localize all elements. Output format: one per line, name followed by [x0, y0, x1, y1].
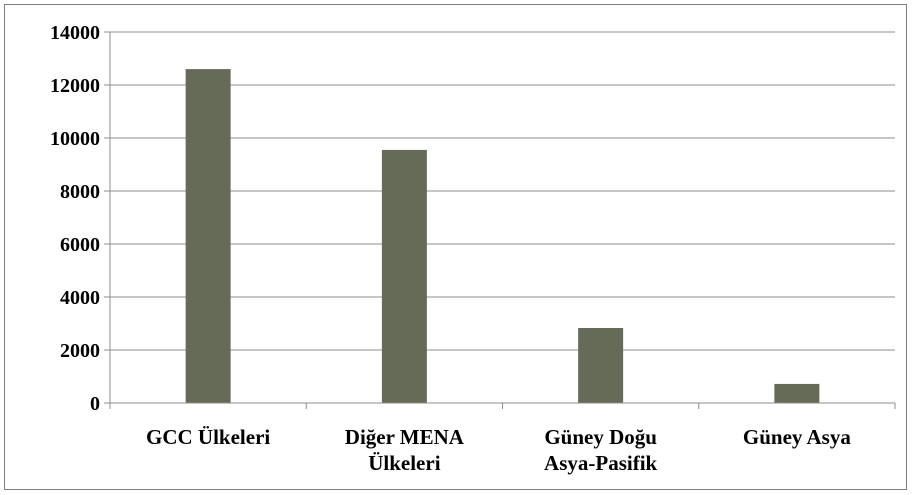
x-category-label: GCC Ülkeleri [146, 425, 270, 449]
y-tick-labels: 0 2000 4000 6000 8000 10000 12000 14000 [50, 22, 100, 415]
bar [774, 383, 820, 403]
bar [578, 328, 624, 403]
bars [185, 69, 820, 403]
y-tick-label: 8000 [60, 181, 100, 203]
y-tick-label: 2000 [60, 340, 100, 362]
bar [381, 149, 427, 403]
y-tick-label: 0 [90, 393, 100, 415]
gridlines [110, 31, 895, 351]
y-tick-label: 6000 [60, 234, 100, 256]
y-tick-label: 4000 [60, 287, 100, 309]
axes [104, 31, 896, 409]
x-category-label: Diğer MENA Ülkeleri [345, 425, 465, 475]
x-category-label: Güney Doğu Asya-Pasifik [544, 425, 657, 475]
bar [185, 69, 231, 403]
x-category-label: Güney Asya [743, 425, 851, 449]
y-tick-label: 12000 [50, 75, 100, 97]
y-tick-label: 14000 [50, 22, 100, 44]
y-tick-label: 10000 [50, 128, 100, 150]
x-category-labels: GCC Ülkeleri Diğer MENA Ülkeleri Güney Doğu… [146, 425, 851, 475]
